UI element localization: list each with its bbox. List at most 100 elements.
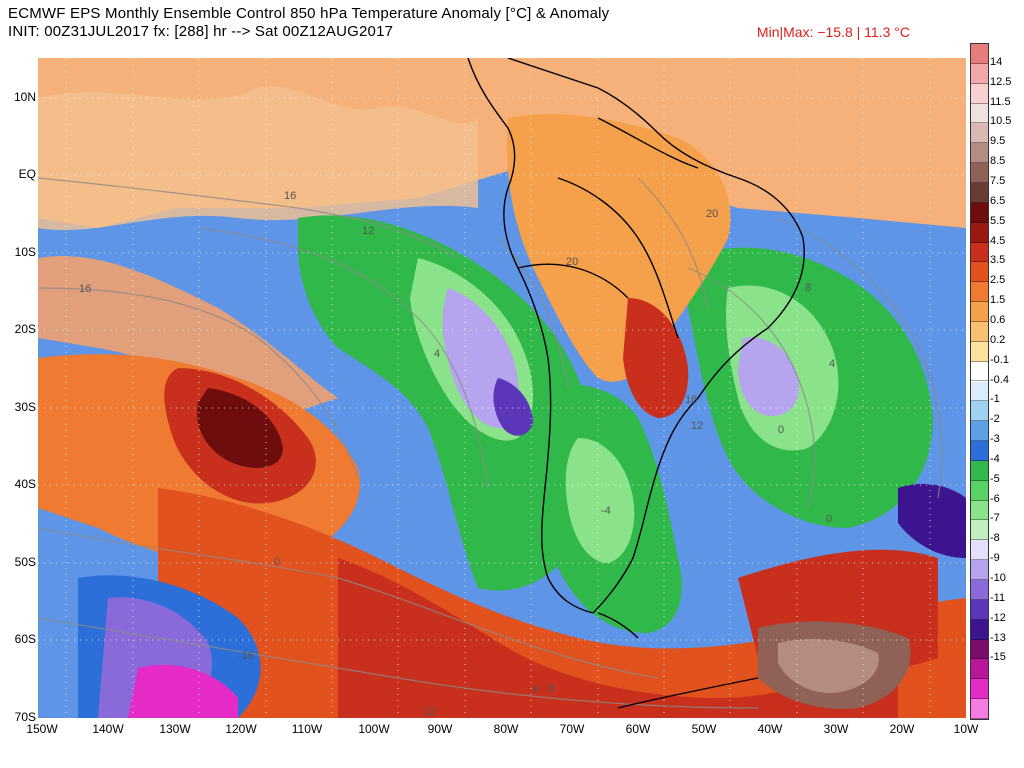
lon-label: 80W <box>493 722 519 736</box>
legend-tick-label: -6 <box>990 492 1000 505</box>
legend-color-box <box>971 460 988 481</box>
legend-color-box <box>971 619 988 640</box>
legend-color-box <box>971 302 988 322</box>
legend-color-box <box>971 699 988 719</box>
legend-tick-label: 0.2 <box>990 333 1006 346</box>
legend-color-box <box>971 679 988 700</box>
lon-label: 10W <box>953 722 979 736</box>
lon-label: 150W <box>26 722 58 736</box>
contour-value-label: 8 <box>533 684 540 696</box>
contour-value-label: 20 <box>706 208 719 220</box>
legend-color-box <box>971 361 988 382</box>
legend-tick-label: 7.5 <box>990 174 1006 187</box>
contour-value-label: 8 <box>548 683 555 695</box>
legend-color-box <box>971 500 988 521</box>
legend-color-box <box>971 83 988 104</box>
legend-color-box <box>971 44 988 64</box>
legend-tick-label: 2.5 <box>990 274 1006 287</box>
legend-tick-label: 14 <box>990 55 1003 68</box>
contour-value-label: 8 <box>805 282 812 294</box>
subtropical-warm-field <box>38 256 338 418</box>
legend-tick-label: 10.5 <box>990 115 1012 128</box>
min-max-readout: Min|Max: −15.8 | 11.3 °C <box>756 24 910 40</box>
anomaly-map: 16 16 12 20 20 8 4 4 0 0 16 12 0 -4 8 -16 12 8 <box>38 58 966 718</box>
brown-warm-core <box>778 639 879 694</box>
lon-label: 40W <box>757 722 783 736</box>
color-legend-bar <box>970 43 989 720</box>
equatorial-pale-band <box>38 86 478 231</box>
legend-tick-label: -12 <box>990 611 1006 624</box>
legend-tick-label: 6.5 <box>990 194 1006 207</box>
lat-label: 60S <box>14 632 36 646</box>
legend-tick-label: -0.1 <box>990 353 1009 366</box>
lon-label: 20W <box>889 722 915 736</box>
lon-label: 60W <box>625 722 651 736</box>
legend-tick-label: -2 <box>990 413 1000 426</box>
legend-color-box <box>971 262 988 283</box>
map-canvas <box>38 58 966 718</box>
lat-label: 30S <box>14 400 36 414</box>
contour-value-label: 0 <box>274 556 281 568</box>
legend-tick-label: 4.5 <box>990 234 1006 247</box>
contour-value-label: 4 <box>829 358 836 370</box>
east-pacific-cold-tongue <box>298 215 593 591</box>
lat-label: EQ <box>18 167 36 181</box>
lon-label: 70W <box>559 722 585 736</box>
legend-tick-label: -3 <box>990 433 1000 446</box>
contour-value-label: 12 <box>362 225 375 237</box>
contour-value-label: 4 <box>434 348 441 360</box>
legend-tick-label: -9 <box>990 552 1000 565</box>
lon-label: 90W <box>427 722 453 736</box>
lon-label: 120W <box>225 722 257 736</box>
legend-color-box <box>971 123 988 144</box>
legend-color-box <box>971 401 988 422</box>
legend-tick-label: -11 <box>990 591 1006 604</box>
legend-tick-label: -0.4 <box>990 373 1009 386</box>
legend-color-box <box>971 421 988 442</box>
legend-tick-label: -4 <box>990 452 1000 465</box>
lat-label: 20S <box>14 322 36 336</box>
legend-color-box <box>971 202 988 223</box>
contour-value-label: 12 <box>424 706 437 718</box>
lat-label: 10N <box>13 90 36 104</box>
legend-color-box <box>971 182 988 203</box>
legend-color-box <box>971 639 988 660</box>
map-title: ECMWF EPS Monthly Ensemble Control 850 h… <box>8 5 610 22</box>
legend-color-box <box>971 222 988 243</box>
contour-value-label: 16 <box>79 283 92 295</box>
legend-color-box <box>971 580 988 600</box>
lon-label: 30W <box>823 722 849 736</box>
legend-tick-label: 9.5 <box>990 135 1006 148</box>
contour-value-label: 20 <box>566 256 579 268</box>
legend-tick-label: 0.6 <box>990 313 1006 326</box>
legend-color-box <box>971 143 988 164</box>
contour-value-label: -16 <box>238 650 254 662</box>
legend-tick-label: 11.5 <box>990 95 1011 108</box>
legend-color-box <box>971 341 988 362</box>
lat-label: 50S <box>14 555 36 569</box>
legend-tick-label: -13 <box>990 631 1006 644</box>
contour-value-label: 0 <box>778 424 785 436</box>
legend-color-box <box>971 599 988 620</box>
legend-tick-label: -15 <box>990 651 1006 664</box>
legend-tick-label: 1.5 <box>990 294 1006 307</box>
south-atlantic-lavender <box>738 337 799 417</box>
legend-tick-label: -10 <box>990 572 1006 585</box>
lon-label: 130W <box>159 722 191 736</box>
legend-color-box <box>971 480 988 501</box>
south-america-warm-field <box>507 114 731 382</box>
legend-tick-label: 5.5 <box>990 214 1006 227</box>
contour-value-label: 16 <box>685 394 698 406</box>
lon-label: 100W <box>358 722 390 736</box>
coastlines <box>467 58 805 709</box>
far-east-purple-cold <box>898 483 966 558</box>
legend-tick-label: -7 <box>990 512 1000 525</box>
contour-value-label: 16 <box>284 190 297 202</box>
lat-label: 40S <box>14 477 36 491</box>
cold-tongue-purple-core <box>493 378 533 436</box>
init-valid-time: INIT: 00Z31JUL2017 fx: [288] hr --> Sat … <box>8 23 394 40</box>
legend-color-box <box>971 103 988 124</box>
legend-tick-label: -5 <box>990 472 1000 485</box>
legend-tick-label: 8.5 <box>990 155 1006 168</box>
legend-tick-label: 12.5 <box>990 75 1012 88</box>
